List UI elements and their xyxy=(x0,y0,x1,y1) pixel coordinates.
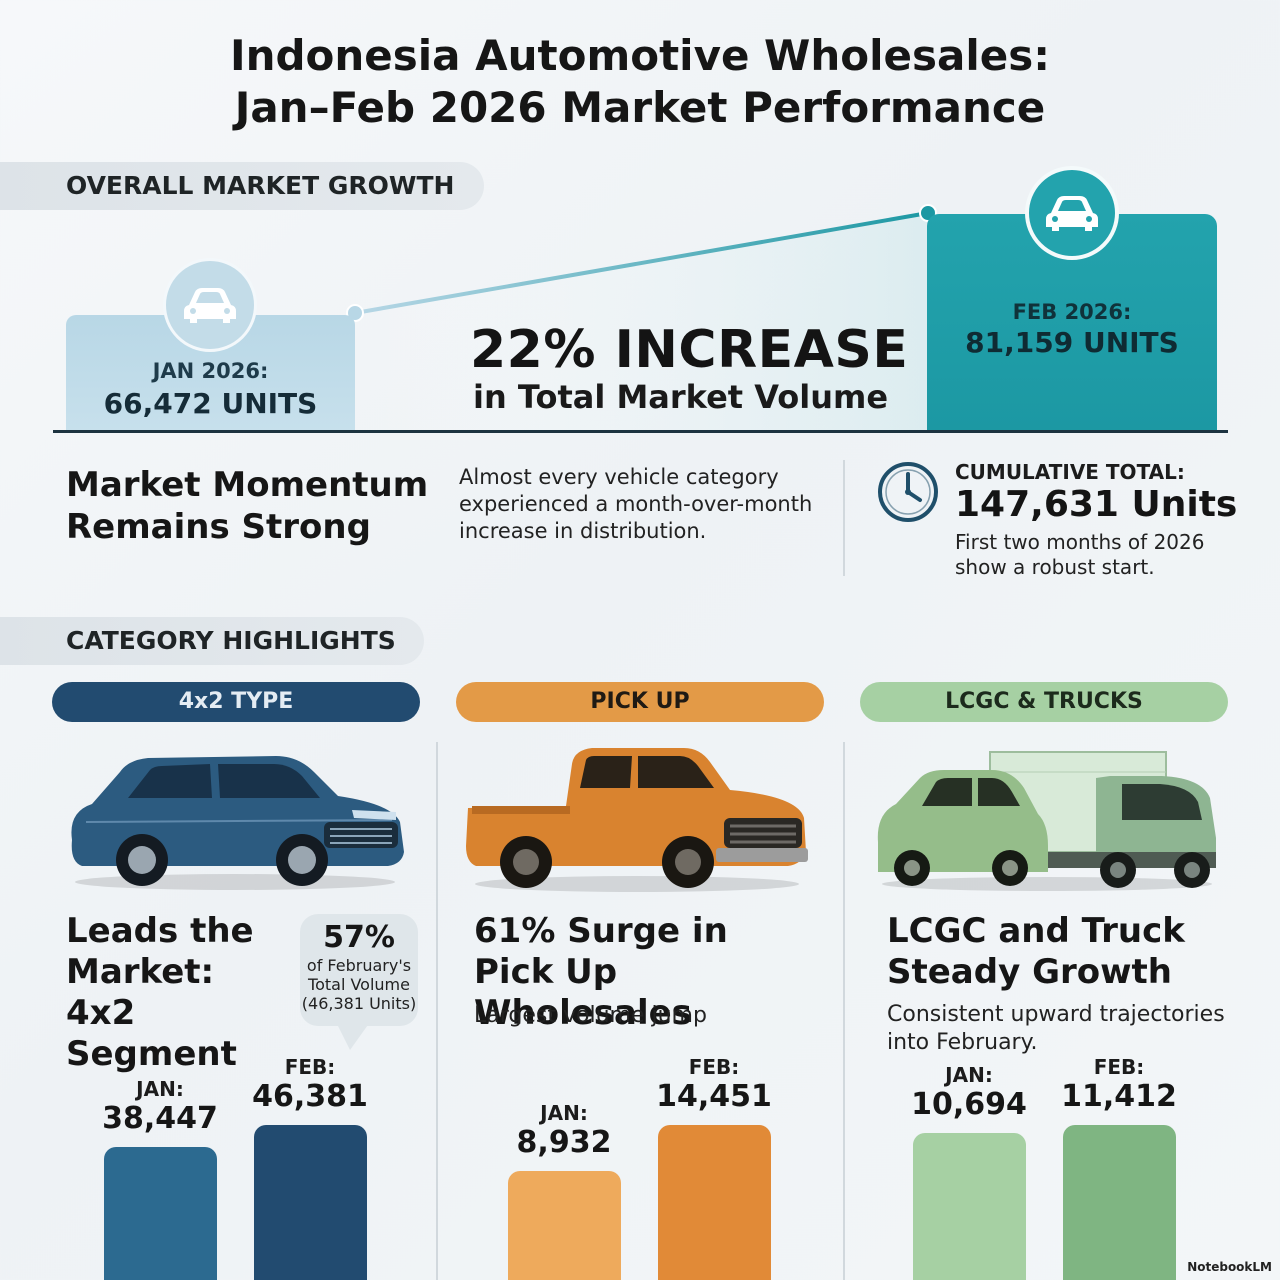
bar-pickup-feb-label: FEB: xyxy=(688,1055,740,1079)
cumulative-total-note: First two months of 2026 show a robust s… xyxy=(955,530,1205,579)
pill-pick-up: PICK UP xyxy=(456,682,824,722)
category-lcgc-description-line: Consistent upward trajectories xyxy=(887,1002,1225,1027)
bar-4x2-jan-labels: JAN: 38,447 xyxy=(90,1077,230,1136)
cumulative-total-label: CUMULATIVE TOTAL: xyxy=(955,460,1185,484)
momentum-description: Almost every vehicle category experience… xyxy=(459,465,813,543)
category-lcgc-description-line: into February. xyxy=(887,1030,1038,1055)
page-title: Indonesia Automotive Wholesales: Jan–Feb… xyxy=(0,30,1280,134)
feb-2026-label: FEB 2026: xyxy=(1012,300,1132,324)
bar-lcgc-jan-label: JAN: xyxy=(945,1063,993,1087)
bar-lcgc-feb-labels: FEB: 11,412 xyxy=(1049,1055,1189,1114)
category-lcgc-title-line: Steady Growth xyxy=(887,952,1172,992)
overall-market-growth-header: OVERALL MARKET GROWTH xyxy=(0,162,484,210)
momentum-divider xyxy=(843,460,845,576)
notebooklm-brand: NotebookLM xyxy=(1187,1260,1272,1274)
bar-4x2-jan xyxy=(104,1147,217,1280)
bar-4x2-jan-label: JAN: xyxy=(136,1077,184,1101)
bar-pickup-jan-value: 8,932 xyxy=(516,1125,612,1160)
share-callout-bubble: 57% of February's Total Volume (46,381 U… xyxy=(300,914,418,1026)
momentum-title-line-2: Remains Strong xyxy=(66,507,371,547)
bar-4x2-feb-label: FEB: xyxy=(284,1055,336,1079)
increase-subtitle: in Total Market Volume xyxy=(473,378,889,416)
title-line-2: Jan–Feb 2026 Market Performance xyxy=(234,83,1046,132)
title-line-1: Indonesia Automotive Wholesales: xyxy=(229,31,1051,80)
bar-lcgc-feb-value: 11,412 xyxy=(1061,1079,1177,1114)
category-4x2-title-line: 4x2 Segment xyxy=(66,993,237,1074)
suv-illustration xyxy=(62,742,408,896)
category-pickup-title-line: Pick Up Wholesales xyxy=(474,952,692,1033)
growth-trend-line xyxy=(346,204,937,430)
feb-2026-value: 81,159 UNITS xyxy=(965,326,1179,359)
bar-lcgc-jan-value: 10,694 xyxy=(911,1087,1027,1122)
bar-lcgc-jan-labels: JAN: 10,694 xyxy=(899,1063,1039,1122)
category-pickup-title: 61% Surge in Pick Up Wholesales xyxy=(474,911,834,1034)
car-icon xyxy=(1025,166,1119,260)
share-callout-percent: 57% xyxy=(323,920,395,955)
pickup-truck-illustration xyxy=(462,742,812,898)
category-lcgc-title: LCGC and Truck Steady Growth xyxy=(887,911,1267,993)
momentum-title-line-1: Market Momentum xyxy=(66,465,429,505)
bar-lcgc-feb-label: FEB: xyxy=(1093,1055,1145,1079)
column-divider xyxy=(843,742,845,1280)
cumulative-total-value: 147,631 Units xyxy=(955,484,1238,525)
car-icon xyxy=(163,258,257,352)
bar-pickup-feb-value: 14,451 xyxy=(656,1079,772,1114)
bar-pickup-jan-label: JAN: xyxy=(540,1101,588,1125)
share-callout-line: Total Volume xyxy=(308,975,410,994)
hatchback-and-box-truck-illustration xyxy=(872,748,1222,897)
bar-lcgc-feb xyxy=(1063,1125,1176,1280)
momentum-title: Market Momentum Remains Strong xyxy=(66,464,446,548)
category-4x2-title: Leads the Market: 4x2 Segment xyxy=(66,911,306,1075)
category-4x2-title-line: Leads the xyxy=(66,911,254,951)
increase-headline: 22% INCREASE xyxy=(470,320,909,380)
category-4x2-title-line: Market: xyxy=(66,952,215,992)
bar-pickup-feb xyxy=(658,1125,771,1280)
bar-pickup-jan-labels: JAN: 8,932 xyxy=(494,1101,634,1160)
column-divider xyxy=(436,742,438,1280)
bar-4x2-feb-value: 46,381 xyxy=(252,1079,368,1114)
category-lcgc-description: Consistent upward trajectories into Febr… xyxy=(887,1001,1257,1057)
category-lcgc-title-line: LCGC and Truck xyxy=(887,911,1185,951)
jan-2026-value: 66,472 UNITS xyxy=(103,387,318,420)
clock-icon xyxy=(876,460,940,528)
bar-4x2-feb-labels: FEB: 46,381 xyxy=(240,1055,380,1114)
category-pickup-description: Largest volume jump xyxy=(474,1002,834,1030)
bar-lcgc-jan xyxy=(913,1133,1026,1280)
pill-lcgc-trucks: LCGC & TRUCKS xyxy=(860,682,1228,722)
bar-pickup-feb-labels: FEB: 14,451 xyxy=(644,1055,784,1114)
pill-4x2-type: 4x2 TYPE xyxy=(52,682,420,722)
jan-2026-label: JAN 2026: xyxy=(152,359,269,383)
bar-pickup-jan xyxy=(508,1171,621,1280)
bar-4x2-jan-value: 38,447 xyxy=(102,1101,218,1136)
category-pickup-title-line: 61% Surge in xyxy=(474,911,728,951)
bar-4x2-feb xyxy=(254,1125,367,1280)
growth-baseline xyxy=(53,430,1228,433)
share-callout-line: of February's xyxy=(306,956,412,975)
category-highlights-header: CATEGORY HIGHLIGHTS xyxy=(0,617,424,665)
share-callout-line: (46,381 Units) xyxy=(301,994,417,1013)
category-pickup-description-line: Largest volume jump xyxy=(474,1003,707,1028)
share-callout-tail xyxy=(336,1022,370,1050)
